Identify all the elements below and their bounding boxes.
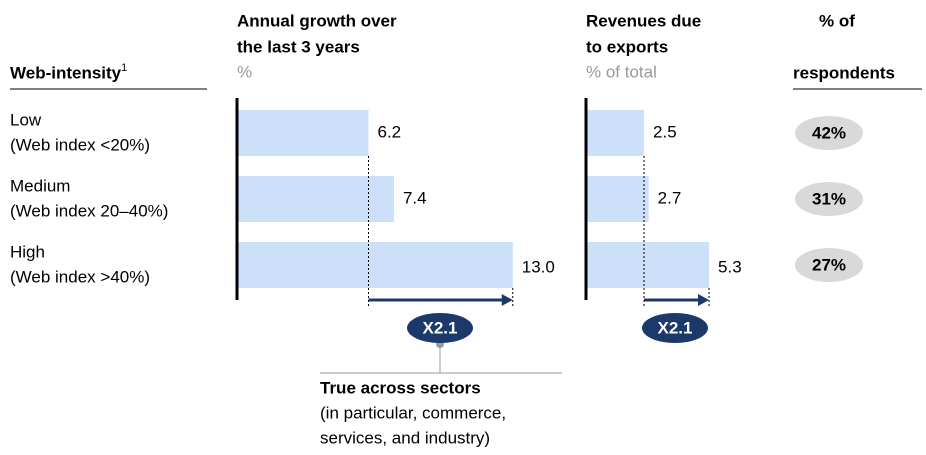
chart-title: to exports <box>586 37 668 56</box>
row-detail: (Web index <20%) <box>10 135 150 154</box>
respondents-title: % of <box>819 11 855 30</box>
bar <box>586 176 649 222</box>
bar <box>237 176 394 222</box>
row-label: High <box>10 242 45 261</box>
chart-title: Annual growth over <box>237 11 397 30</box>
arrow-head <box>501 294 513 306</box>
arrow-head <box>698 294 710 306</box>
row-detail: (Web index 20–40%) <box>10 201 168 220</box>
respondent-badge <box>795 116 863 150</box>
chart-unit: % of total <box>586 62 657 81</box>
row-header: Web-intensity1 <box>10 62 127 83</box>
callout-text: (in particular, commerce, <box>320 403 506 422</box>
value-label: 6.2 <box>378 122 402 141</box>
annotation-badge <box>407 313 473 343</box>
annotation: X2.1 <box>423 318 458 337</box>
chart-title: Revenues due <box>586 11 701 30</box>
chart-unit: % <box>237 62 252 81</box>
respondent-value: 27% <box>812 255 846 274</box>
row-label: Medium <box>10 176 70 195</box>
bar <box>586 242 710 288</box>
chart-title: the last 3 years <box>237 37 360 56</box>
value-label: 13.0 <box>522 257 555 276</box>
value-label: 5.3 <box>718 257 742 276</box>
annotation-badge <box>642 313 708 343</box>
footnote: 1 <box>121 62 127 74</box>
bar <box>586 110 645 156</box>
bar <box>237 110 369 156</box>
respondent-badge <box>795 248 863 282</box>
value-label: 2.7 <box>658 188 682 207</box>
row-detail: (Web index >40%) <box>10 267 150 286</box>
callout-text: services, and industry) <box>320 428 490 447</box>
value-label: 2.5 <box>653 122 677 141</box>
callout-title: True across sectors <box>320 378 481 397</box>
respondent-badge <box>795 182 863 216</box>
annotation: X2.1 <box>658 318 693 337</box>
row-label: Low <box>10 110 42 129</box>
respondent-value: 42% <box>812 123 846 142</box>
value-label: 7.4 <box>403 188 427 207</box>
respondent-value: 31% <box>812 189 846 208</box>
respondents-title: respondents <box>793 63 895 82</box>
bar <box>237 242 513 288</box>
